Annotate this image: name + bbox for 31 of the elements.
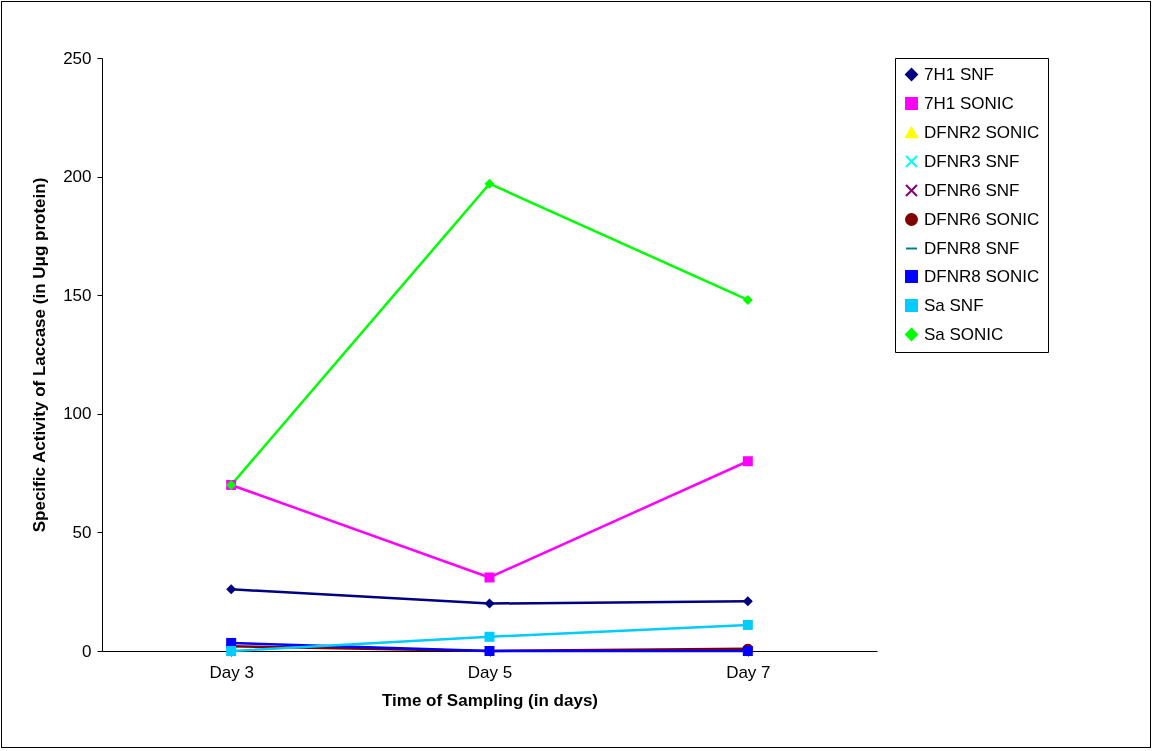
y-axis-title: Specific Activity of Laccase (in Uμg protein) [30, 177, 50, 533]
point [742, 596, 753, 607]
point [742, 456, 753, 467]
legend-label: DFNR6 SNF [924, 180, 1020, 200]
point [226, 646, 237, 656]
y-tick-label: 50 [72, 522, 92, 542]
point [226, 584, 237, 595]
legend-label: DFNR2 SONIC [924, 122, 1040, 142]
legend-label: 7H1 SONIC [924, 93, 1014, 113]
legend-label: 7H1 SNF [924, 64, 994, 84]
y-tick-label: 0 [82, 641, 92, 661]
legend-label: Sa SNF [924, 295, 984, 315]
y-tick-label: 250 [63, 48, 92, 68]
point [484, 572, 495, 583]
point [484, 178, 495, 189]
x-tick-label: Day 7 [726, 662, 771, 682]
legend-label: DFNR8 SNF [924, 238, 1020, 258]
legend-label: DFNR8 SONIC [924, 266, 1040, 286]
x-tick-label: Day 3 [209, 662, 254, 682]
y-tick-label: 100 [63, 404, 92, 424]
y-tick-label: 200 [63, 167, 92, 187]
point [742, 294, 753, 305]
y-tick-label: 150 [63, 285, 92, 305]
legend-label: DFNR6 SONIC [924, 209, 1040, 229]
legend-label: Sa SONIC [924, 324, 1004, 344]
x-tick-label: Day 5 [467, 662, 513, 682]
x-axis-title: Time of Sampling (in days) [382, 690, 598, 710]
point [484, 631, 495, 642]
point [484, 598, 495, 609]
legend-label: DFNR3 SNF [924, 151, 1020, 171]
point [742, 619, 753, 630]
